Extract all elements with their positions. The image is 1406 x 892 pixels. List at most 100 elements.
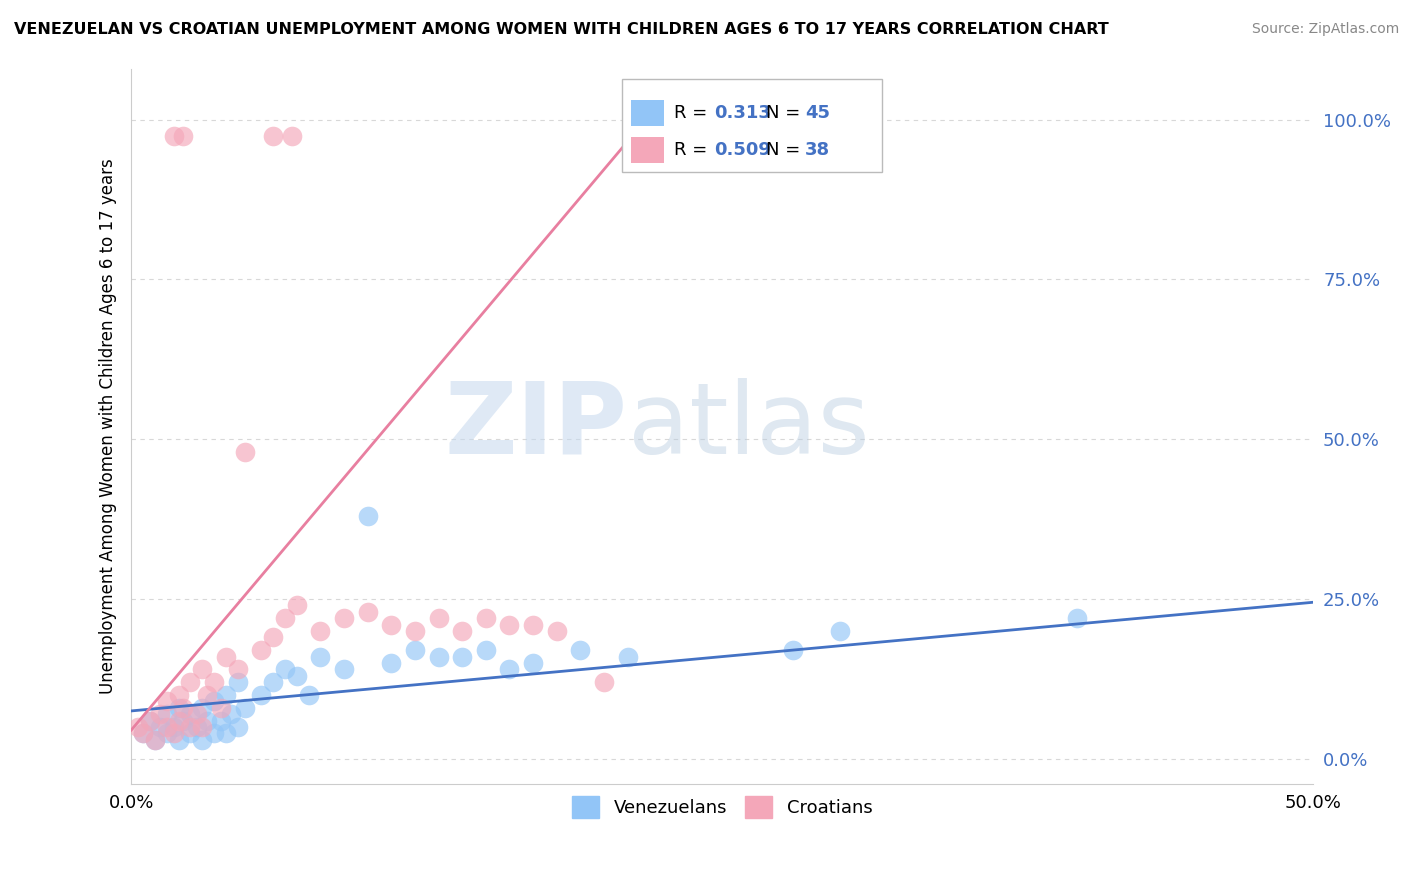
- Point: [191, 662, 214, 676]
- Point: [233, 700, 256, 714]
- Point: [163, 128, 186, 143]
- Point: [209, 714, 232, 728]
- Point: [226, 662, 249, 676]
- Point: [333, 611, 356, 625]
- Point: [226, 675, 249, 690]
- Point: [380, 617, 402, 632]
- Point: [172, 128, 194, 143]
- Point: [593, 675, 616, 690]
- Point: [202, 726, 225, 740]
- Point: [202, 675, 225, 690]
- Point: [475, 643, 498, 657]
- Point: [139, 714, 162, 728]
- FancyBboxPatch shape: [621, 79, 882, 172]
- Point: [274, 662, 297, 676]
- Point: [202, 694, 225, 708]
- Point: [451, 624, 474, 638]
- Point: [546, 624, 568, 638]
- Text: atlas: atlas: [627, 378, 869, 475]
- Y-axis label: Unemployment Among Women with Children Ages 6 to 17 years: Unemployment Among Women with Children A…: [100, 159, 117, 694]
- Point: [167, 732, 190, 747]
- Point: [191, 720, 214, 734]
- Point: [172, 700, 194, 714]
- Point: [219, 707, 242, 722]
- Point: [262, 128, 284, 143]
- Point: [498, 662, 520, 676]
- Text: Source: ZipAtlas.com: Source: ZipAtlas.com: [1251, 22, 1399, 37]
- Text: R =: R =: [673, 141, 713, 159]
- Point: [281, 128, 304, 143]
- Point: [285, 599, 308, 613]
- Point: [186, 707, 208, 722]
- Point: [250, 643, 273, 657]
- Point: [215, 649, 238, 664]
- Point: [522, 617, 544, 632]
- Point: [274, 611, 297, 625]
- Point: [195, 688, 218, 702]
- Point: [250, 688, 273, 702]
- Point: [149, 707, 172, 722]
- Point: [139, 714, 162, 728]
- Point: [404, 643, 426, 657]
- Text: VENEZUELAN VS CROATIAN UNEMPLOYMENT AMONG WOMEN WITH CHILDREN AGES 6 TO 17 YEARS: VENEZUELAN VS CROATIAN UNEMPLOYMENT AMON…: [14, 22, 1109, 37]
- Point: [195, 714, 218, 728]
- Point: [172, 714, 194, 728]
- Point: [179, 720, 201, 734]
- Point: [475, 611, 498, 625]
- Point: [262, 675, 284, 690]
- Text: ZIP: ZIP: [444, 378, 627, 475]
- Point: [186, 720, 208, 734]
- Point: [1066, 611, 1088, 625]
- Point: [167, 688, 190, 702]
- Point: [226, 720, 249, 734]
- Point: [404, 624, 426, 638]
- Text: 38: 38: [806, 141, 830, 159]
- Point: [143, 732, 166, 747]
- Legend: Venezuelans, Croatians: Venezuelans, Croatians: [565, 789, 880, 825]
- FancyBboxPatch shape: [631, 100, 665, 126]
- Point: [149, 720, 172, 734]
- FancyBboxPatch shape: [631, 137, 665, 163]
- Point: [782, 643, 804, 657]
- Point: [191, 732, 214, 747]
- Point: [262, 631, 284, 645]
- Point: [209, 700, 232, 714]
- Point: [132, 726, 155, 740]
- Point: [156, 726, 179, 740]
- Point: [215, 726, 238, 740]
- Point: [380, 656, 402, 670]
- Point: [498, 617, 520, 632]
- Point: [127, 720, 149, 734]
- Point: [156, 707, 179, 722]
- Point: [233, 445, 256, 459]
- Point: [179, 707, 201, 722]
- Point: [333, 662, 356, 676]
- Point: [427, 611, 450, 625]
- Point: [167, 714, 190, 728]
- Text: N =: N =: [766, 141, 806, 159]
- Point: [143, 732, 166, 747]
- Point: [830, 624, 852, 638]
- Point: [616, 649, 638, 664]
- Point: [156, 694, 179, 708]
- Text: N =: N =: [766, 103, 806, 122]
- Point: [451, 649, 474, 664]
- Text: 0.509: 0.509: [714, 141, 770, 159]
- Point: [167, 700, 190, 714]
- Point: [309, 624, 332, 638]
- Point: [179, 726, 201, 740]
- Point: [156, 720, 179, 734]
- Text: 45: 45: [806, 103, 830, 122]
- Point: [522, 656, 544, 670]
- Point: [179, 675, 201, 690]
- Point: [309, 649, 332, 664]
- Point: [285, 669, 308, 683]
- Point: [132, 726, 155, 740]
- Point: [356, 605, 378, 619]
- Point: [427, 649, 450, 664]
- Point: [569, 643, 592, 657]
- Text: R =: R =: [673, 103, 713, 122]
- Point: [191, 700, 214, 714]
- Point: [297, 688, 319, 702]
- Text: 0.313: 0.313: [714, 103, 770, 122]
